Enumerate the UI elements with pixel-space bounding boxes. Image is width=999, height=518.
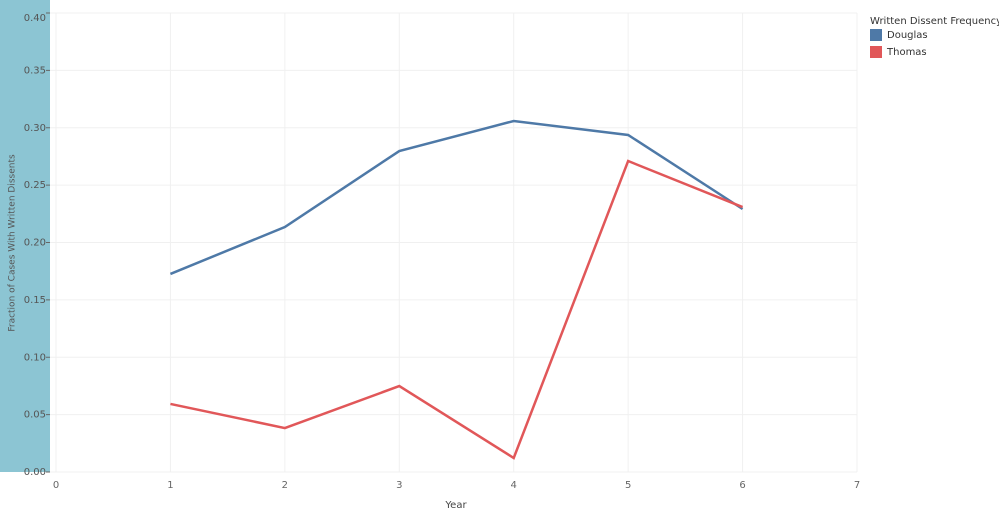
data-line	[170, 159, 744, 460]
legend-swatch	[870, 46, 882, 58]
y-tick-label: 0.40	[24, 13, 46, 24]
y-tick-label: 0.10	[24, 352, 46, 363]
y-tick-label: 0.05	[24, 410, 46, 421]
y-axis-title: Fraction of Cases With Written Dissents	[8, 154, 18, 332]
x-tick-label: 3	[396, 480, 402, 491]
y-tick-label: 0.20	[24, 238, 46, 249]
y-tick-label: 0.25	[24, 180, 46, 191]
x-tick-label: 1	[167, 480, 173, 491]
x-tick-label: 5	[625, 480, 631, 491]
x-axis-title: Year	[444, 500, 467, 511]
y-axis-band	[0, 0, 50, 472]
x-tick-label: 2	[282, 480, 288, 491]
legend-swatch	[870, 29, 882, 41]
x-tick-label: 7	[854, 480, 860, 491]
y-tick-label: 0.15	[24, 295, 46, 306]
y-tick-label: 0.35	[24, 65, 46, 76]
y-tick-label: 0.30	[24, 123, 46, 134]
legend-title: Written Dissent Frequency	[870, 16, 999, 27]
x-tick-label: 0	[53, 480, 59, 491]
x-tick-label: 6	[739, 480, 745, 491]
x-tick-label: 4	[511, 480, 517, 491]
legend-label: Thomas	[886, 47, 927, 58]
data-line	[169, 119, 744, 276]
legend-label: Douglas	[887, 30, 928, 41]
y-tick-label: 0.00	[24, 467, 46, 478]
